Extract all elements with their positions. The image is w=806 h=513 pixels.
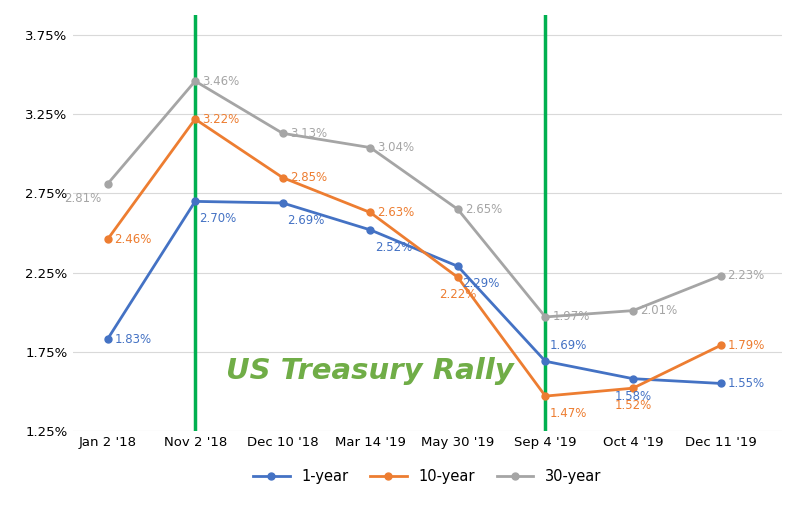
Text: 2.23%: 2.23% xyxy=(728,269,765,282)
Text: 2.69%: 2.69% xyxy=(287,214,325,227)
Text: 1.52%: 1.52% xyxy=(614,399,651,412)
Text: 3.46%: 3.46% xyxy=(202,74,239,88)
Line: 30-year: 30-year xyxy=(104,77,724,321)
Text: 3.04%: 3.04% xyxy=(377,141,414,154)
30-year xyxy=(190,78,200,84)
Text: 2.46%: 2.46% xyxy=(114,233,152,246)
Text: US Treasury Rally: US Treasury Rally xyxy=(226,357,514,385)
30-year xyxy=(365,145,375,151)
Text: 1.69%: 1.69% xyxy=(550,339,587,352)
30-year xyxy=(102,181,112,187)
1-year xyxy=(365,227,375,233)
1-year xyxy=(628,376,638,382)
Text: 1.97%: 1.97% xyxy=(552,310,590,323)
30-year xyxy=(716,273,725,279)
Text: 2.65%: 2.65% xyxy=(465,203,502,216)
Text: 2.01%: 2.01% xyxy=(640,304,677,317)
Text: 1.55%: 1.55% xyxy=(728,377,765,390)
1-year xyxy=(278,200,288,206)
1-year xyxy=(102,336,112,342)
10-year xyxy=(541,393,550,399)
30-year xyxy=(541,314,550,320)
Text: 2.29%: 2.29% xyxy=(462,278,500,290)
1-year xyxy=(716,380,725,386)
10-year xyxy=(453,274,463,281)
10-year xyxy=(190,116,200,122)
30-year xyxy=(453,206,463,212)
10-year xyxy=(102,236,112,243)
Line: 10-year: 10-year xyxy=(104,115,724,400)
Text: 2.85%: 2.85% xyxy=(289,171,326,184)
Legend: 1-year, 10-year, 30-year: 1-year, 10-year, 30-year xyxy=(247,463,607,490)
1-year xyxy=(190,199,200,205)
Text: 1.79%: 1.79% xyxy=(728,339,765,352)
10-year xyxy=(365,209,375,215)
Text: 1.58%: 1.58% xyxy=(614,390,651,403)
30-year xyxy=(278,130,288,136)
10-year xyxy=(628,385,638,391)
30-year xyxy=(628,307,638,313)
Text: 3.22%: 3.22% xyxy=(202,112,239,126)
10-year xyxy=(278,174,288,181)
Text: 1.83%: 1.83% xyxy=(114,332,152,346)
1-year xyxy=(453,263,463,269)
Text: 2.81%: 2.81% xyxy=(64,192,101,205)
1-year xyxy=(541,358,550,364)
Text: 2.22%: 2.22% xyxy=(439,288,476,302)
Text: 1.47%: 1.47% xyxy=(550,407,587,420)
Text: 2.52%: 2.52% xyxy=(375,241,412,254)
Text: 2.63%: 2.63% xyxy=(377,206,414,219)
10-year xyxy=(716,342,725,348)
Text: 2.70%: 2.70% xyxy=(200,212,237,226)
Text: 3.13%: 3.13% xyxy=(289,127,326,140)
Line: 1-year: 1-year xyxy=(104,198,724,387)
